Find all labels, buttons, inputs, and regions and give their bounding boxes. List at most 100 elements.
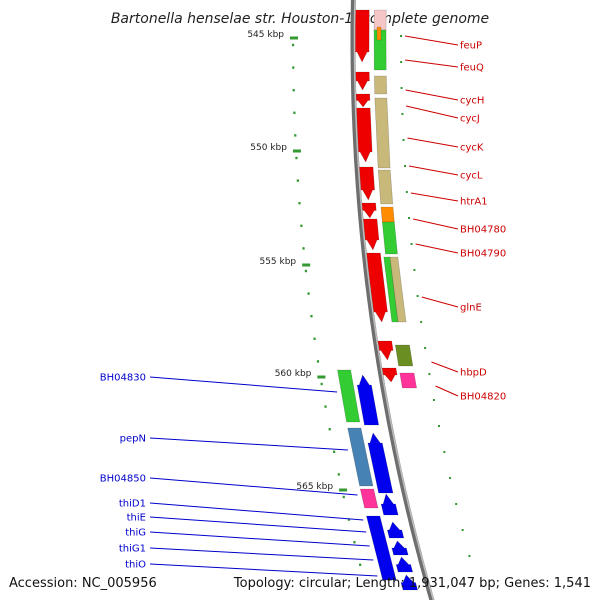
ruler-dot <box>324 405 327 408</box>
gene-label-thid1: thiD1 <box>119 499 146 510</box>
gene-label-pepn: pepN <box>120 434 146 445</box>
label-leader <box>405 89 459 101</box>
ruler-dot <box>292 43 295 47</box>
label-leader <box>149 437 348 451</box>
label-leader <box>410 192 459 202</box>
cds-arrow <box>361 202 377 219</box>
annotation-bar <box>381 221 398 255</box>
ruler-dot <box>295 156 298 160</box>
inner-dot <box>400 87 403 89</box>
gene-label-feup: feuP <box>460 41 482 52</box>
label-leader <box>415 243 459 254</box>
gene-label-bh04850: BH04850 <box>100 474 146 485</box>
label-leader <box>149 502 364 521</box>
cds-arrow <box>400 574 419 591</box>
gene-label-htra1: htrA1 <box>460 197 488 208</box>
tick-mark <box>302 263 311 267</box>
gene-label-thio: thiO <box>125 560 146 571</box>
gene-label-cycj: cycJ <box>460 114 480 125</box>
label-leader <box>149 563 378 577</box>
ruler-dot <box>316 360 320 363</box>
tick-label: 555 kbp <box>259 257 296 267</box>
label-leader <box>413 218 459 230</box>
ruler-dot <box>313 337 316 340</box>
label-leader <box>405 105 459 119</box>
label-leader <box>421 296 459 308</box>
inner-dot <box>400 35 403 37</box>
ruler-dot <box>302 247 305 250</box>
annotation-bar <box>377 169 394 205</box>
label-leader <box>404 35 459 46</box>
inner-dot <box>420 321 423 323</box>
inner-dot <box>461 529 464 531</box>
inner-dot <box>405 191 408 193</box>
ruler-dot <box>296 179 299 182</box>
ruler-dot <box>342 495 345 499</box>
annotation-bar <box>399 372 417 389</box>
ruler-dot <box>304 269 308 273</box>
ruler-dot <box>298 202 301 205</box>
label-leader <box>149 531 370 547</box>
annotation-bar <box>380 206 395 223</box>
tick-mark <box>339 488 348 492</box>
ruler-dot <box>333 450 336 453</box>
tick-label: 550 kbp <box>250 143 287 153</box>
inner-dot <box>416 295 419 297</box>
annotation-bar <box>389 256 407 323</box>
inner-dot <box>404 165 407 167</box>
inner-dot <box>410 243 413 245</box>
gene-label-bh04780: BH04780 <box>460 225 506 236</box>
ruler-dot <box>320 382 323 386</box>
gene-label-feuq: feuQ <box>460 63 484 74</box>
gene-label-glne: glnE <box>460 303 482 314</box>
inner-dot <box>455 503 458 505</box>
inner-dot <box>428 373 431 375</box>
annotation-bar <box>383 256 399 323</box>
inner-dot <box>401 113 404 115</box>
annotation-bar <box>359 488 379 509</box>
ruler-dot <box>328 428 331 431</box>
label-leader <box>405 59 459 68</box>
gene-label-hbpd: hbpD <box>460 368 487 379</box>
tick-mark <box>290 36 299 40</box>
ruler-dot <box>359 563 362 566</box>
accession-label: Accession: NC_005956 <box>9 576 157 591</box>
gene-label-thig1: thiG1 <box>119 544 146 555</box>
inner-dot <box>433 399 436 401</box>
tick-label: 545 kbp <box>247 30 284 40</box>
cds-arrow <box>380 493 399 516</box>
map-title: Bartonella henselae str. Houston-1, comp… <box>111 11 489 27</box>
label-leader <box>149 516 367 533</box>
annotation-bar <box>347 427 374 487</box>
ruler-dot <box>292 89 295 92</box>
ruler-dot <box>337 473 340 476</box>
tick-mark <box>292 149 301 153</box>
label-leader <box>407 137 459 148</box>
cds-arrow <box>354 71 370 91</box>
ruler-dot <box>300 224 303 227</box>
label-leader <box>431 361 459 373</box>
backbone-highlight <box>353 0 435 600</box>
gene-label-cych: cycH <box>460 96 484 107</box>
cds-arrow <box>356 374 380 426</box>
inner-dot <box>402 139 405 141</box>
genome-backbone <box>350 0 435 600</box>
ruler-dot <box>294 134 297 137</box>
gene-label-bh04830: BH04830 <box>100 373 146 384</box>
backbone-line <box>350 0 435 600</box>
ruler-dot <box>347 518 351 521</box>
annotation-bar <box>394 344 414 367</box>
inner-dot <box>400 61 403 63</box>
ruler-dot <box>292 66 295 69</box>
inner-dot <box>424 347 427 349</box>
cds-arrow <box>386 521 405 539</box>
inner-dot <box>438 425 441 427</box>
kbp-ruler: 545 kbp 550 kbp 555 kbp 560 kbp 565 kbp <box>247 30 348 492</box>
ruler-dot <box>310 315 313 318</box>
gene-label-thie: thiE <box>127 513 146 524</box>
gene-label-bh04820: BH04820 <box>460 392 506 403</box>
gene-label-cyck: cycK <box>460 143 484 154</box>
gene-label-cycl: cycL <box>460 171 483 182</box>
right-gene-labels: feuP feuQ cycH cycJ cycK cycL htrA1 BH04780 BH04… <box>404 35 506 403</box>
left-gene-labels: BH04830 pepN BH04850 thiD1 thiE thiG thiG1 thiO <box>100 373 378 577</box>
